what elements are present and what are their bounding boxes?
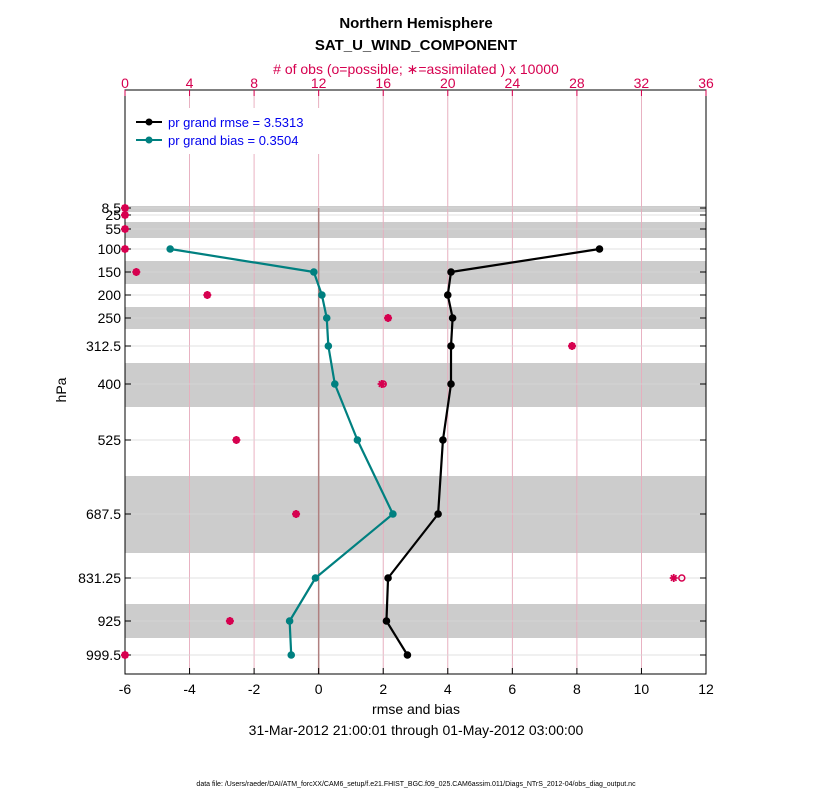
level-band-150	[125, 261, 706, 284]
obs-assimilated-marker	[203, 291, 212, 299]
y-axis-label: hPa	[53, 377, 69, 402]
x-tick-label: -2	[248, 681, 261, 697]
bias-point	[318, 291, 326, 299]
chart-subtitle: SAT_U_WIND_COMPONENT	[315, 37, 517, 54]
top-tick-label: 8	[250, 75, 258, 91]
top-tick-label: 4	[186, 75, 194, 91]
obs-assimilated-marker	[377, 380, 386, 388]
obs-assimilated-marker	[568, 342, 577, 350]
y-tick-label: 525	[98, 432, 122, 448]
x-tick-label: 6	[508, 681, 516, 697]
level-gridlines	[125, 207, 706, 656]
top-tick-label: 36	[698, 75, 714, 91]
rmse-point	[447, 268, 455, 276]
chart-title: Northern Hemisphere	[339, 15, 492, 32]
x-tick-labels: -6 -4 -2 0 2 4 6 8 10 12	[119, 681, 714, 697]
y-tick-label: 100	[98, 241, 122, 257]
level-band-55	[125, 222, 706, 238]
legend-rmse-label: pr grand rmse = 3.5313	[168, 115, 304, 130]
rmse-point	[448, 314, 457, 322]
top-tick-label: 32	[634, 75, 650, 91]
rmse-point	[439, 436, 447, 444]
top-tick-label: 28	[569, 75, 585, 91]
rmse-point	[447, 342, 455, 350]
level-band-687.5	[125, 476, 706, 553]
bias-point	[322, 314, 331, 322]
y-tick-label: 250	[98, 310, 122, 326]
obs-count-markers	[121, 204, 686, 659]
obs-assimilated-marker	[121, 245, 129, 253]
x-tick-label: -4	[183, 681, 196, 697]
y-tick-label: 999.5	[86, 647, 121, 663]
rmse-point	[434, 510, 442, 518]
rmse-point	[403, 651, 412, 659]
obs-assimilated-marker	[132, 268, 141, 276]
top-tick-label: 24	[505, 75, 521, 91]
y-tick-label: 150	[98, 264, 122, 280]
date-range-label: 31-Mar-2012 21:00:01 through 01-May-2012…	[249, 722, 584, 738]
bias-point	[389, 510, 397, 518]
y-tick-label: 55	[105, 221, 121, 237]
x-axis-label: rmse and bias	[372, 701, 460, 717]
obs-possible-marker	[678, 574, 686, 582]
y-tick-label: 200	[98, 287, 122, 303]
legend-rmse-marker	[145, 118, 153, 126]
top-tick-labels: 0 4 8 12 16 20 24 28 32 36	[121, 75, 714, 91]
y-tick-label: 400	[98, 376, 122, 392]
legend: pr grand rmse = 3.5313 pr grand bias = 0…	[128, 108, 338, 154]
bias-point	[324, 342, 333, 350]
bias-point	[311, 574, 320, 582]
obs-assimilated-marker	[225, 617, 234, 625]
obs-assimilated-marker	[669, 574, 678, 582]
level-band-8.5	[125, 206, 706, 212]
bias-point	[166, 245, 174, 253]
rmse-point	[595, 245, 604, 253]
bias-point	[310, 268, 318, 276]
y-tick-label: 687.5	[86, 506, 121, 522]
obs-assimilated-marker	[121, 204, 129, 212]
top-tick-label: 16	[375, 75, 391, 91]
obs-assimilated-marker	[121, 651, 129, 659]
top-tick-label: 12	[311, 75, 327, 91]
legend-bias-label: pr grand bias = 0.3504	[168, 133, 298, 148]
bias-point	[285, 617, 294, 625]
top-axis-label: # of obs (o=possible; ∗=assimilated ) x …	[273, 61, 559, 77]
x-tick-label: 0	[315, 681, 323, 697]
x-tick-label: 10	[634, 681, 650, 697]
bias-point	[331, 380, 339, 388]
obs-assimilated-marker	[232, 436, 241, 444]
level-band-400	[125, 363, 706, 407]
x-tick-label: -6	[119, 681, 132, 697]
rmse-point	[447, 380, 455, 388]
rmse-point	[384, 574, 392, 582]
legend-box	[128, 108, 338, 154]
obs-assimilated-marker	[121, 225, 129, 233]
obs-assimilated-marker	[384, 314, 393, 322]
top-tick-label: 0	[121, 75, 129, 91]
rmse-point	[382, 617, 391, 625]
y-tick-label: 925	[98, 613, 122, 629]
plot-frame	[124, 89, 707, 675]
top-tick-label: 20	[440, 75, 456, 91]
shaded-level-bands	[125, 206, 706, 638]
series-points	[166, 245, 604, 659]
y-tick-label: 831.25	[78, 570, 121, 586]
x-tick-label: 8	[573, 681, 581, 697]
y-tick-label: 25	[105, 207, 121, 223]
y-tick-label: 8.5	[102, 200, 122, 216]
obs-assimilated-marker	[121, 211, 129, 219]
bias-point	[353, 436, 362, 444]
x-tick-label: 4	[444, 681, 452, 697]
legend-bias-marker	[145, 136, 153, 144]
obs-assimilated-marker	[292, 510, 301, 518]
x-tick-label: 12	[698, 681, 714, 697]
data-file-footnote: data file: /Users/raeder/DAI/ATM_forcXX/…	[196, 781, 636, 788]
bias-point	[287, 651, 296, 659]
x-tick-label: 2	[379, 681, 387, 697]
rmse-point	[443, 291, 452, 299]
y-tick-label: 312.5	[86, 338, 121, 354]
